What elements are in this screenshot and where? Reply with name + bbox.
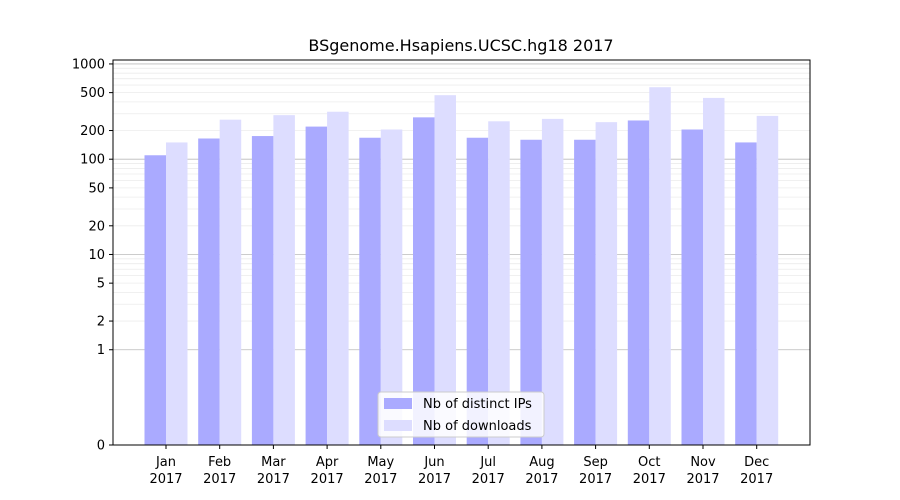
bar-distinct-ips-apr [305, 126, 328, 445]
x-tick-label-month: Oct [638, 455, 660, 470]
bar-distinct-ips-sep [574, 139, 596, 446]
y-tick-label: 20 [88, 219, 105, 234]
y-tick-label: 500 [80, 86, 105, 101]
x-tick-label-year: 2017 [257, 472, 290, 487]
bar-downloads-aug [541, 118, 564, 445]
x-tick-label-month: Jan [155, 455, 176, 470]
bar-downloads-jan [166, 142, 188, 445]
y-tick-label: 100 [80, 153, 105, 168]
x-tick-label-month: Aug [529, 455, 554, 470]
bar-distinct-ips-jun [413, 117, 435, 445]
legend-swatch-distinct-ips [384, 398, 412, 409]
x-tick-label-month: Nov [690, 455, 716, 470]
bar-distinct-ips-oct [627, 120, 650, 446]
legend-box [377, 391, 545, 438]
x-tick-label-year: 2017 [633, 472, 666, 487]
bar-downloads-feb [219, 119, 242, 446]
chart-title: BSgenome.Hsapiens.UCSC.hg18 2017 [308, 36, 613, 55]
bar-downloads-may [380, 129, 403, 445]
x-tick-label-month: Dec [744, 455, 769, 470]
y-tick-label: 2 [97, 315, 105, 330]
x-tick-label-month: Jul [479, 455, 496, 470]
x-tick-label-year: 2017 [740, 472, 773, 487]
bar-downloads-mar [273, 115, 295, 445]
y-tick-label: 0 [97, 439, 105, 454]
bar-distinct-ips-mar [251, 136, 274, 445]
x-tick-label-year: 2017 [579, 472, 612, 487]
x-tick-label-month: May [367, 455, 394, 470]
x-tick-label-year: 2017 [418, 472, 451, 487]
x-tick-label-year: 2017 [364, 472, 397, 487]
bar-downloads-apr [327, 111, 349, 446]
x-tick-label-month: Mar [261, 455, 286, 470]
bar-distinct-ips-nov [681, 129, 703, 445]
bar-downloads-jun [434, 95, 456, 445]
bar-downloads-sep [595, 122, 618, 445]
x-tick-label-year: 2017 [311, 472, 344, 487]
legend-swatch-downloads [384, 420, 412, 431]
y-tick-label: 50 [88, 181, 105, 196]
x-tick-label-year: 2017 [203, 472, 236, 487]
plot-frame [112, 59, 811, 446]
x-tick-label-year: 2017 [149, 472, 182, 487]
y-tick-label: 5 [97, 277, 105, 292]
bars-layer [144, 87, 779, 446]
x-axis: Jan 2017 Feb 2017 Mar 2017 Apr 2017 May 2017 Jun 20… [149, 445, 773, 487]
x-tick-label-month: Apr [316, 455, 339, 470]
legend-label-downloads: Nb of downloads [423, 419, 532, 434]
bar-downloads-nov [703, 97, 725, 446]
y-tick-label: 1 [97, 343, 105, 358]
y-axis: 0 1 2 5 10 20 50 100 200 500 1000 [72, 57, 113, 454]
x-tick-label-year: 2017 [525, 472, 558, 487]
bar-downloads-oct [649, 87, 671, 446]
x-tick-label-year: 2017 [686, 472, 719, 487]
y-tick-label: 10 [88, 248, 105, 263]
legend-label-distinct-ips: Nb of distinct IPs [423, 397, 532, 412]
legend: Nb of distinct IPs Nb of downloads [377, 391, 545, 438]
bar-distinct-ips-may [359, 137, 381, 445]
x-tick-label-month: Feb [208, 455, 231, 470]
bar-distinct-ips-aug [520, 139, 542, 446]
bar-downloads-jul [488, 121, 510, 445]
bar-distinct-ips-dec [735, 142, 757, 445]
bar-distinct-ips-feb [198, 138, 220, 445]
bar-distinct-ips-jan [144, 155, 166, 445]
x-tick-label-month: Jun [423, 455, 444, 470]
x-tick-label-month: Sep [583, 455, 608, 470]
bar-downloads-dec [756, 115, 779, 445]
bar-distinct-ips-jul [466, 137, 489, 445]
y-tick-label: 200 [80, 124, 105, 139]
y-tick-label: 1000 [72, 57, 105, 72]
x-tick-label-year: 2017 [472, 472, 505, 487]
